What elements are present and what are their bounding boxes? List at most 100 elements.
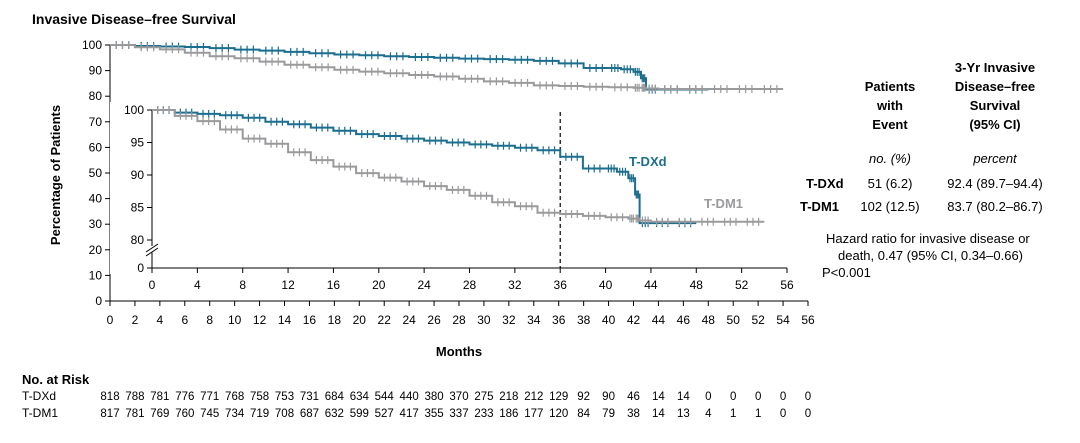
risk-value: 120 — [549, 408, 568, 420]
col1-header-line3: Event — [872, 117, 908, 132]
risk-value: 84 — [577, 408, 590, 420]
risk-value: 212 — [524, 391, 543, 403]
outer-x-tick-label: 10 — [228, 313, 242, 327]
inset-y-tick-label: 0 — [137, 261, 144, 275]
risk-value: 776 — [175, 391, 194, 403]
outer-y-tick-label: 30 — [89, 217, 103, 231]
risk-value: 734 — [225, 408, 245, 420]
outer-x-tick-label: 16 — [303, 313, 317, 327]
p-value: P<0.001 — [822, 265, 871, 280]
risk-value: 768 — [225, 391, 244, 403]
outer-curve-t-dm1 — [110, 44, 784, 90]
col1-header-line2: with — [877, 98, 903, 113]
risk-value: 745 — [200, 408, 219, 420]
outer-x-tick-label: 34 — [527, 313, 541, 327]
risk-value: 38 — [627, 408, 640, 420]
risk-value: 731 — [300, 391, 319, 403]
outer-x-tick-label: 8 — [206, 313, 213, 327]
outer-x-tick-label: 44 — [652, 313, 666, 327]
outer-x-tick-label: 30 — [477, 313, 491, 327]
outer-x-tick-label: 54 — [776, 313, 790, 327]
risk-value: 79 — [602, 408, 615, 420]
inset-y-tick-label: 95 — [131, 136, 145, 150]
risk-value: 0 — [705, 391, 711, 403]
hazard-line2: death, 0.47 (95% CI, 0.34–0.66) — [838, 248, 1024, 263]
inset-x-tick-label: 36 — [554, 278, 568, 292]
outer-curves — [110, 41, 784, 94]
risk-value: 129 — [549, 391, 568, 403]
risk-value: 634 — [350, 391, 370, 403]
outer-x-tick-label: 56 — [801, 313, 815, 327]
outer-x-tick-label: 40 — [602, 313, 616, 327]
inset-x-tick-label: 40 — [599, 278, 613, 292]
risk-value: 14 — [652, 391, 665, 403]
inset-y-tick-label: 90 — [131, 168, 145, 182]
series-label-tdxd: T-DXd — [629, 154, 667, 169]
risk-value: 1 — [755, 408, 761, 420]
risk-value: 0 — [805, 408, 811, 420]
risk-value: 90 — [602, 391, 615, 403]
outer-x-tick-label: 6 — [181, 313, 188, 327]
risk-value: 275 — [474, 391, 493, 403]
risk-value: 4 — [705, 408, 712, 420]
at-risk-section: No. at Risk — [22, 372, 89, 391]
risk-value: 719 — [250, 408, 269, 420]
chart-title: Invasive Disease–free Survival — [32, 11, 236, 27]
risk-value: 355 — [424, 408, 443, 420]
inset-x-tick-label: 8 — [239, 278, 246, 292]
outer-x-tick-label: 24 — [402, 313, 416, 327]
risk-value: 0 — [780, 391, 786, 403]
y-axis-label: Percentage of Patients — [48, 105, 63, 245]
risk-value: 440 — [400, 391, 419, 403]
outer-x-tick-label: 18 — [328, 313, 342, 327]
x-axis-label: Months — [436, 344, 482, 359]
outer-x-tick-label: 28 — [452, 313, 466, 327]
col2-header-line3: Survival — [969, 98, 1021, 113]
risk-value: 370 — [449, 391, 468, 403]
col1-header: Patients with Event — [850, 77, 930, 134]
inset-curves — [152, 106, 765, 228]
outer-y-tick-label: 10 — [89, 268, 103, 282]
inset-background — [110, 102, 793, 274]
row-tdm1-label: T-DM1 — [800, 199, 839, 214]
risk-value: 771 — [200, 391, 219, 403]
outer-x-tick-label: 2 — [132, 313, 139, 327]
inset-x-tick-label: 52 — [735, 278, 749, 292]
row-tdm1-events: 102 (12.5) — [860, 199, 920, 214]
risk-value: 0 — [730, 391, 736, 403]
outer-y-tick-label: 60 — [89, 140, 103, 154]
risk-value: 337 — [449, 408, 468, 420]
risk-value: 1 — [730, 408, 736, 420]
risk-value: 177 — [524, 408, 543, 420]
outer-y-tick-label: 70 — [89, 115, 103, 129]
outer-x-tick-label: 26 — [427, 313, 441, 327]
col2-unit: percent — [973, 151, 1017, 166]
risk-value: 769 — [150, 408, 169, 420]
risk-value: 544 — [375, 391, 395, 403]
row-tdxd-events: 51 (6.2) — [867, 176, 913, 191]
inset-x-tick-label: 48 — [690, 278, 704, 292]
inset-x-tick-label: 16 — [327, 278, 341, 292]
risk-value: 781 — [150, 391, 169, 403]
inset-x-tick-label: 44 — [644, 278, 658, 292]
risk-value: 186 — [499, 408, 518, 420]
outer-x-tick-label: 42 — [627, 313, 641, 327]
risk-value: 14 — [652, 408, 665, 420]
risk-value: 14 — [677, 391, 690, 403]
risk-values: 818 788 781 776 771 768 758 753 731 684 634 544 440 3… — [100, 391, 811, 420]
risk-value: 0 — [805, 391, 811, 403]
outer-x-tick-label: 32 — [502, 313, 516, 327]
outer-x-tick-label: 50 — [727, 313, 741, 327]
axis-break-mark — [145, 247, 159, 257]
col1-unit: no. (%) — [869, 151, 911, 166]
at-risk-title: No. at Risk — [22, 372, 90, 387]
hazard-line1: Hazard ratio for invasive disease or — [826, 231, 1030, 246]
outer-y-tick-label: 80 — [89, 89, 103, 103]
row-tdxd-label: T-DXd — [806, 176, 844, 191]
risk-value: 817 — [100, 408, 119, 420]
col2-header-line2: Disease–free — [954, 79, 1036, 94]
inset-y-tick-label: 100 — [124, 103, 144, 117]
outer-x-tick-label: 20 — [353, 313, 367, 327]
